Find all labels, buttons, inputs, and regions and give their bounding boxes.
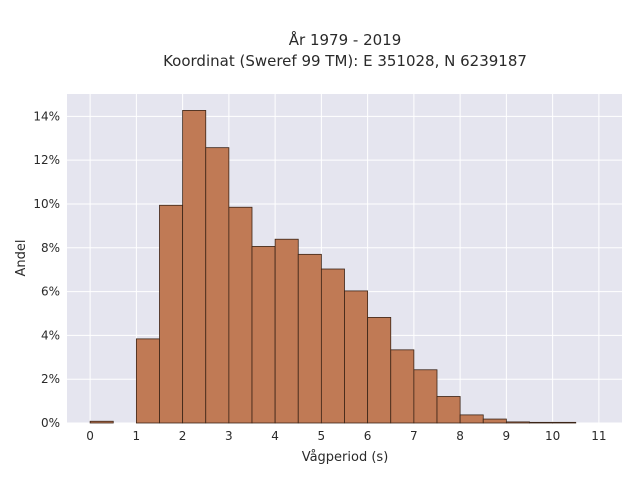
chart-title-line2: Koordinat (Sweref 99 TM): E 351028, N 62…: [163, 52, 527, 70]
histogram-bar: [182, 110, 207, 424]
x-tick-label: 3: [225, 429, 233, 443]
histogram-bar: [205, 147, 230, 424]
histogram-bar: [344, 290, 369, 424]
y-tick-label: 4%: [41, 328, 60, 342]
y-tick-label: 12%: [33, 153, 60, 167]
histogram-bar: [159, 204, 184, 424]
x-tick-label: 11: [591, 429, 606, 443]
histogram-bar: [552, 421, 577, 424]
y-tick-label: 14%: [33, 109, 60, 123]
y-axis-ticks: 0% 2% 4% 6% 8% 10% 12% 14%: [33, 109, 60, 430]
histogram-bar: [482, 418, 507, 424]
histogram-bar: [228, 206, 253, 424]
x-axis-ticks: 0 1 2 3 4 5 6 7 8 9 10 11: [86, 429, 606, 443]
histogram-bar: [436, 396, 461, 424]
x-tick-label: 8: [456, 429, 464, 443]
x-tick-label: 5: [318, 429, 326, 443]
y-tick-label: 8%: [41, 241, 60, 255]
histogram-bar: [367, 317, 392, 424]
x-tick-label: 9: [503, 429, 511, 443]
y-tick-label: 0%: [41, 416, 60, 430]
x-tick-label: 10: [545, 429, 560, 443]
x-axis-title: Vågperiod (s): [302, 450, 389, 465]
histogram-bar: [251, 246, 276, 424]
histogram-bar: [89, 420, 114, 424]
histogram-bar: [505, 421, 530, 424]
y-tick-label: 6%: [41, 285, 60, 299]
x-tick-label: 2: [179, 429, 187, 443]
histogram-bar: [413, 369, 438, 424]
x-tick-label: 7: [410, 429, 418, 443]
histogram-bar: [320, 268, 345, 424]
y-axis-title: Andel: [14, 240, 29, 277]
y-tick-label: 2%: [41, 372, 60, 386]
chart-title-line1: År 1979 - 2019: [289, 30, 402, 49]
histogram-bar: [135, 338, 160, 424]
x-tick-label: 4: [271, 429, 279, 443]
histogram-bar: [297, 253, 322, 424]
histogram-bar: [390, 349, 415, 424]
x-tick-label: 0: [86, 429, 94, 443]
histogram-bar: [459, 414, 484, 424]
histogram-bars: [89, 110, 577, 424]
x-tick-label: 1: [133, 429, 141, 443]
x-tick-label: 6: [364, 429, 372, 443]
histogram-bar: [529, 421, 554, 424]
y-tick-label: 10%: [33, 197, 60, 211]
histogram-bar: [274, 238, 299, 424]
